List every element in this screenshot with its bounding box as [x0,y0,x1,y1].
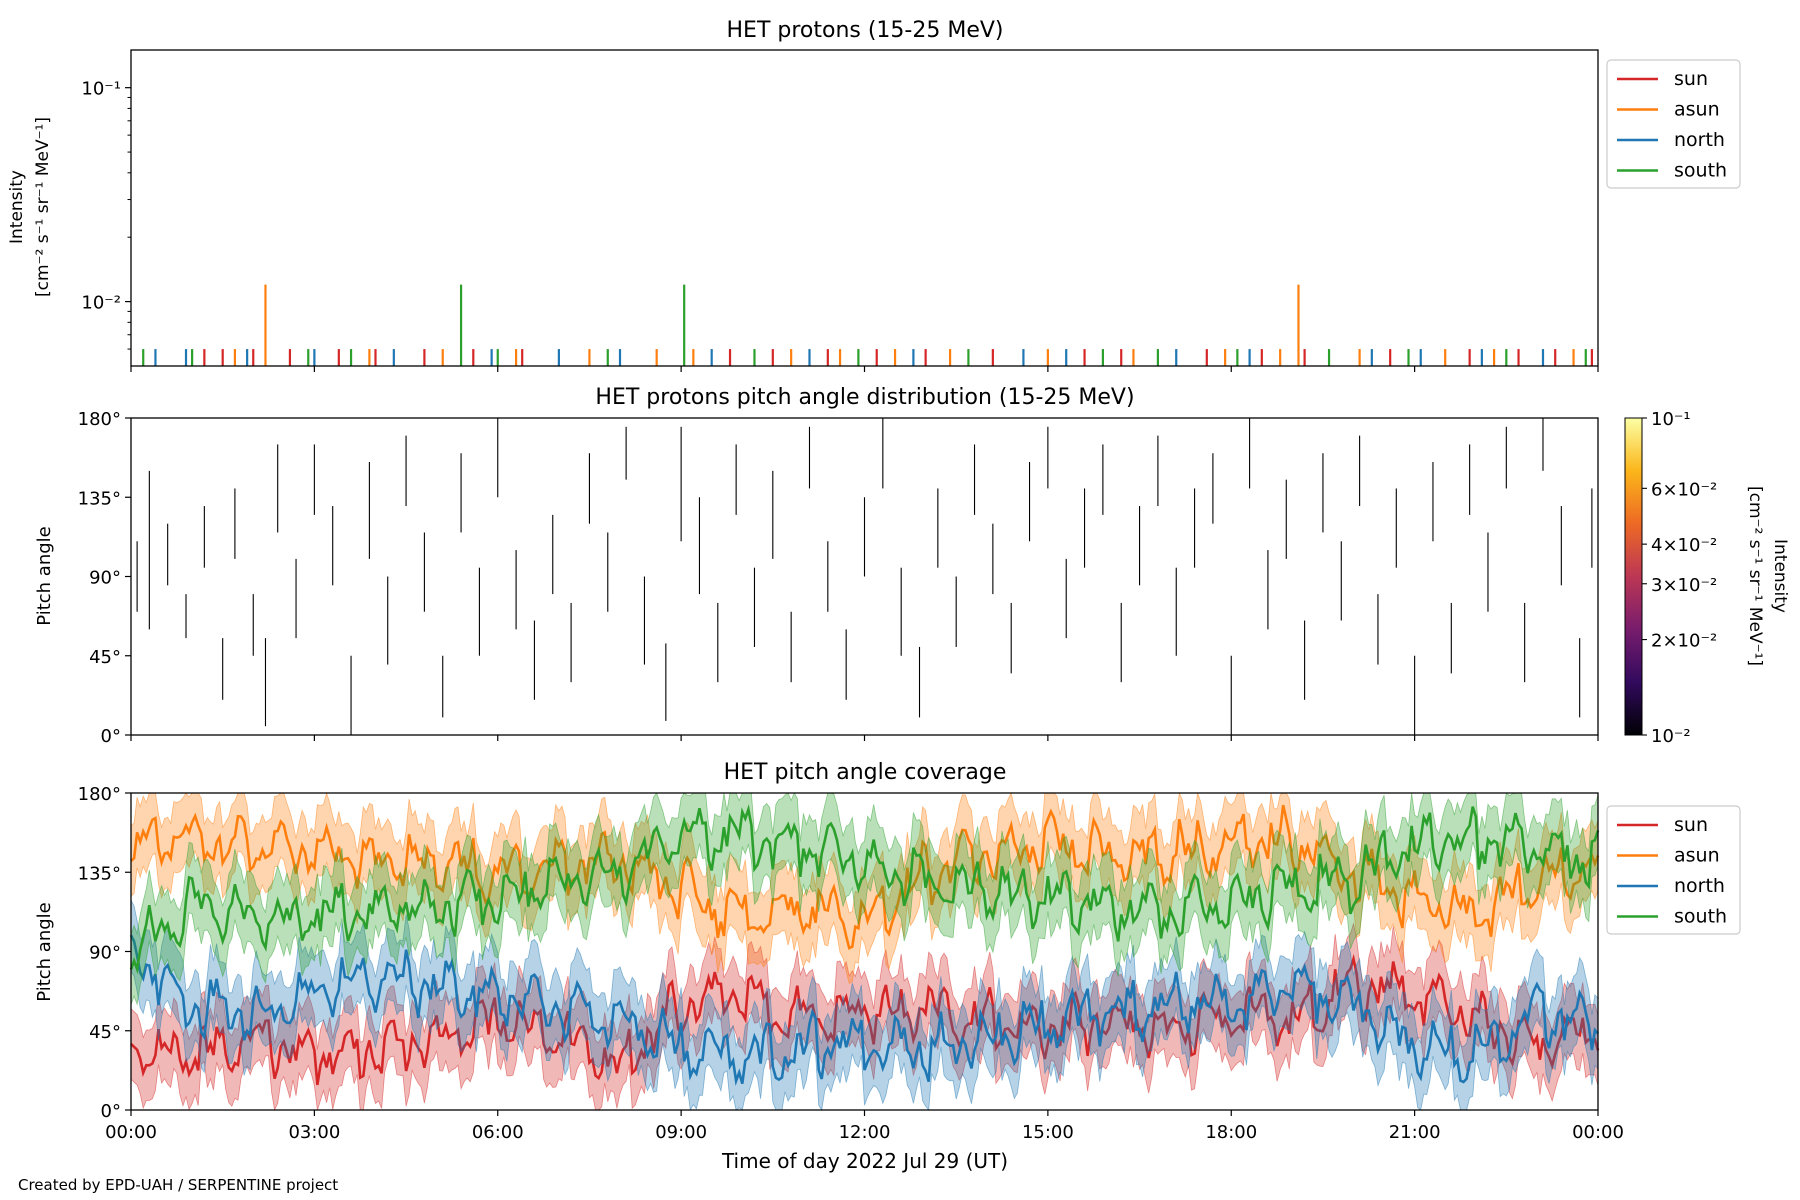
legend-label: north [1674,875,1725,897]
colorbar: 10⁻¹ 6×10⁻² 4×10⁻² 3×10⁻² 2×10⁻² 10⁻² [1624,409,1717,747]
x-tick-label: 00:00 [1572,1122,1624,1143]
colorbar-tick-label: 2×10⁻² [1651,631,1717,652]
legend-box [1606,59,1741,189]
legend-label: asun [1674,99,1720,121]
x-tick-label: 15:00 [1022,1122,1074,1143]
colorbar-tick-label: 4×10⁻² [1651,535,1717,556]
x-tick-label: 03:00 [288,1122,340,1143]
panel-title: HET pitch angle coverage [724,760,1007,785]
panel-title: HET protons pitch angle distribution (15… [595,385,1134,410]
x-tick-label: 12:00 [839,1122,891,1143]
x-axis-label: Time of day 2022 Jul 29 (UT) [721,1149,1008,1173]
y-tick-label: 0° [101,726,121,747]
colorbar-label: Intensity [1770,539,1790,613]
plot-frame [130,49,1599,367]
y-tick-label: 45° [89,1022,121,1043]
x-tick-label: 18:00 [1205,1122,1257,1143]
y-axis-label: Pitch angle [34,902,55,1001]
colorbar-unit: [cm⁻² s⁻¹ sr⁻¹ MeV⁻¹] [1745,486,1765,666]
intensity-panel: HET protons (15-25 MeV) Intensity [cm⁻² … [7,18,1741,372]
y-tick-label: 0° [101,1101,121,1122]
colorbar-gradient [1624,417,1643,736]
legend-label: asun [1674,845,1720,867]
plot-frame [130,417,1599,736]
colorbar-tick-label: 10⁻² [1651,726,1691,747]
x-tick-label: 00:00 [105,1122,157,1143]
legend-label: sun [1674,68,1708,90]
colorbar-tick-label: 6×10⁻² [1651,479,1717,500]
y-tick-label: 90° [89,568,121,589]
y-tick-label: 90° [89,943,121,964]
panel-title: HET protons (15-25 MeV) [727,18,1004,43]
legend-label: south [1674,906,1727,928]
legend-label: sun [1674,814,1708,836]
x-tick-label: 09:00 [655,1122,707,1143]
y-tick-label: 135° [78,488,121,509]
y-tick-label: 10⁻¹ [81,79,121,100]
colorbar-tick-label: 3×10⁻² [1651,575,1717,596]
y-tick-label: 180° [78,409,121,430]
coverage-line [130,804,1600,950]
y-axis-label: Intensity [7,170,27,244]
legend-label: south [1674,160,1727,182]
coverage-line [129,934,1599,1086]
colorbar-tick-label: 10⁻¹ [1651,409,1691,430]
y-tick-label: 135° [78,863,121,884]
y-tick-label: 45° [89,647,121,668]
x-tick-label: 06:00 [472,1122,524,1143]
credit-text: Created by EPD-UAH / SERPENTINE project [18,1176,339,1194]
pad-panel: HET protons pitch angle distribution (15… [34,385,1790,747]
y-axis-label: Pitch angle [34,526,55,625]
coverage-line [130,953,1600,1086]
coverage-line [129,804,1600,975]
x-tick-label: 21:00 [1389,1122,1441,1143]
legend-box [1606,805,1741,935]
coverage-panel: HET pitch angle coverage Pitch angle 0° 4… [34,760,1741,1173]
y-tick-label: 180° [78,784,121,805]
legend-label: north [1674,129,1725,151]
y-tick-label: 10⁻² [81,293,121,314]
y-axis-unit: [cm⁻² s⁻¹ sr⁻¹ MeV⁻¹] [33,117,53,297]
